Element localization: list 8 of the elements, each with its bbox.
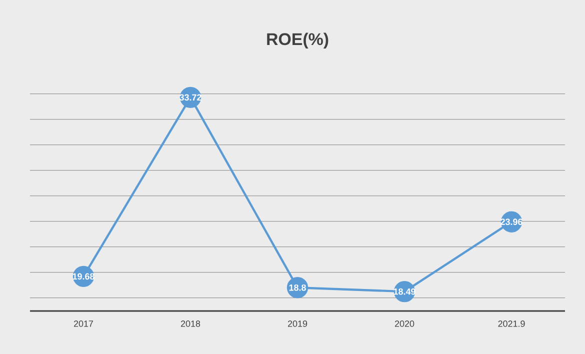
x-tick-label: 2020 [394,320,414,327]
x-tick-label: 2017 [74,320,94,327]
x-tick-label: 2019 [288,320,308,327]
data-label: 18.8 [289,284,306,291]
data-label: 23.96 [500,218,522,226]
chart-title: ROE(%) [267,32,328,48]
x-tick-label: 2018 [180,320,200,327]
x-tick-label: 2021.9 [498,320,525,327]
